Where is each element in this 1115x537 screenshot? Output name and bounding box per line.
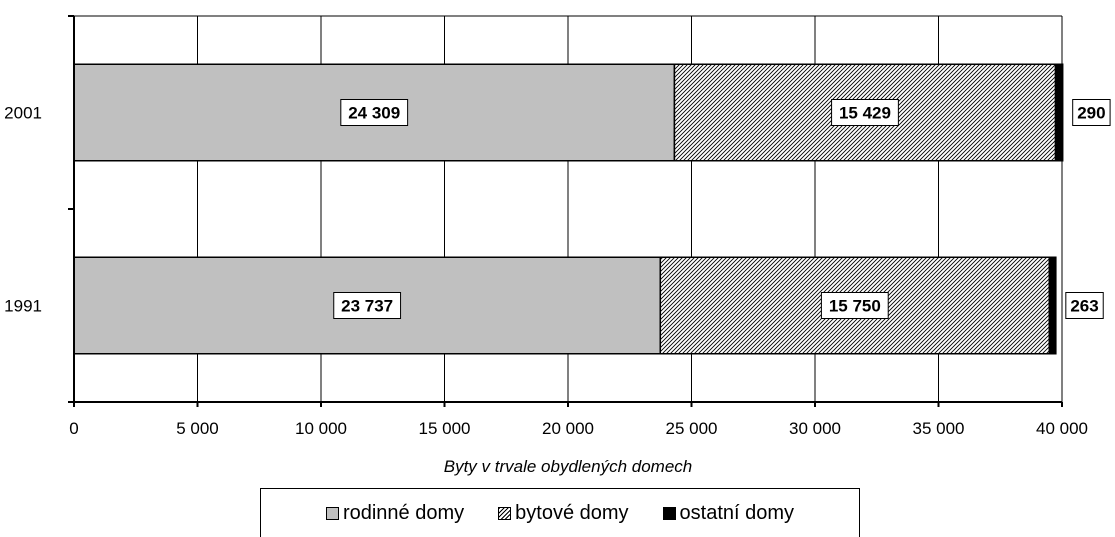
data-label-text: 15 429	[839, 104, 891, 123]
legend-item-bytove-domy: bytové domy	[498, 501, 629, 525]
y-tick-label: 2001	[4, 104, 42, 123]
data-label-text: 263	[1070, 297, 1098, 316]
legend-swatch-gray	[325, 506, 339, 520]
x-tick-label: 5 000	[176, 419, 219, 438]
data-label-text: 23 737	[341, 297, 393, 316]
x-tick-label: 20 000	[542, 419, 594, 438]
legend-swatch-black	[662, 506, 676, 520]
y-tick-label: 1991	[4, 297, 42, 316]
data-label-box	[1072, 99, 1111, 126]
data-label-box	[1065, 292, 1104, 319]
data-label-text: 24 309	[348, 104, 400, 123]
data-label-box	[831, 99, 899, 126]
data-label-box	[333, 292, 402, 319]
data-label: 15 750	[820, 292, 889, 319]
x-axis-title: Byty v trvale obydlených domech	[444, 457, 693, 476]
data-label: 263	[1065, 292, 1104, 319]
data-label: 24 309	[340, 99, 409, 126]
legend-label: rodinné domy	[342, 501, 465, 524]
x-tick-label: 25 000	[666, 419, 718, 438]
x-tick-label: 35 000	[913, 419, 965, 438]
data-label-text: 15 750	[829, 297, 881, 316]
legend-swatch-hatched	[498, 506, 512, 520]
x-tick-label: 0	[69, 419, 78, 438]
data-label-text: 290	[1077, 104, 1105, 123]
legend-item-rodinne-domy: rodinné domy	[325, 501, 465, 525]
legend-label: ostatní domy	[679, 501, 795, 524]
data-labels: 24 309 15 429 290 23 737 15 750 263	[333, 99, 1111, 319]
bar-segment	[1048, 256, 1057, 355]
legend: rodinné domy bytové domy ostatní domy	[260, 488, 860, 537]
x-tick-label: 40 000	[1036, 419, 1088, 438]
data-label-box	[340, 99, 409, 126]
x-tick-label: 15 000	[419, 419, 471, 438]
legend-label: bytové domy	[515, 501, 629, 524]
bar-segment	[1054, 63, 1064, 162]
axes: 2001 1991 0 5 000 10 000 15 000 20 000 25 000 30…	[4, 15, 1088, 438]
data-label: 15 429	[831, 99, 899, 126]
data-label: 23 737	[333, 292, 402, 319]
data-label: 290	[1072, 99, 1111, 126]
legend-item-ostatni-domy: ostatní domy	[662, 501, 795, 525]
x-tick-label: 10 000	[295, 419, 347, 438]
x-tick-label: 30 000	[789, 419, 841, 438]
data-label-box	[820, 292, 889, 319]
